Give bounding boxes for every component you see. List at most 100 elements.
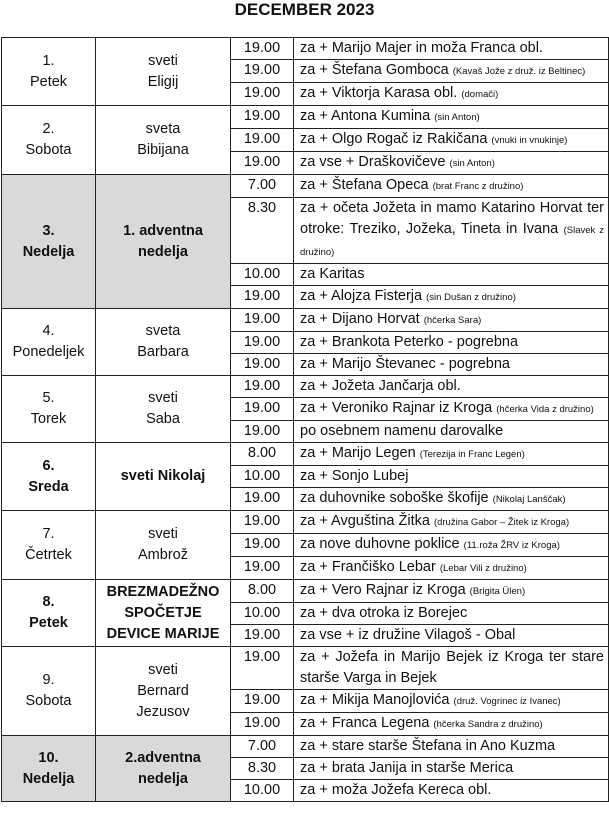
mass-time: 10.00 [230,779,294,802]
intention-text: za duhovnike soboške škofije [300,490,489,506]
saint-line: sveti Nikolaj [120,468,206,484]
saint-line: Bibijana [137,142,189,158]
intention-donor-note: (Nikolaj Lanščak) [492,494,566,505]
intention-text: za nove duhovne poklice [300,536,460,552]
intention-donor-note: (druž. Vogrinec iz Ivanec) [453,696,561,707]
intention-text: za + Štefana Opeca [300,177,429,193]
saint-cell: sveta Barbara [95,308,231,376]
intention-text: za + Olgo Rogač iz Rakičana [300,131,488,147]
table-row: 19.00 po osebnem namenu darovalke [2,420,609,443]
intention-donor-note: (Slavek z družino) [300,225,604,258]
intention-donor-note: (sin Dušan z družino) [426,292,516,303]
saint-cell: sveti Nikolaj [95,442,231,511]
intention-text: za Karitas [300,266,365,282]
mass-time: 19.00 [230,37,294,60]
table-row: 19.00 za + Marijo Števanec - pogrebna [2,353,609,376]
table-row: 8.30 za + očeta Jožeta in mamo Katarino H… [2,197,609,264]
mass-intention: za Karitas [293,263,609,286]
mass-intention: za vse + Draškovičeve (sin Anton) [293,151,609,175]
saint-line: DEVICE MARIJE [106,625,220,642]
table-row: 8.30 za + brata Janija in starše Merica [2,757,609,780]
mass-schedule-table: 1. Petek sveti Eligij 19.00 za + Marijo Majer… [1,37,609,802]
date: 1. [42,52,55,69]
mass-time: 10.00 [230,602,294,625]
table-row: 10.00 za Karitas [2,263,609,286]
day-cell: 5. Torek [1,375,96,443]
table-row: 7. Četrtek sveti Ambrož 19.00 za + Avguština … [1,510,609,580]
saint-line: BREZMADEŽNO [106,583,220,600]
table-row: 19.00 za + Štefana Gomboca (Kavaš Jože z … [2,59,609,83]
mass-intention: za + Frančiško Lebar (Lebar Vili z druži… [293,556,609,580]
mass-time: 19.00 [230,420,294,443]
day-cell: 7. Četrtek [1,510,96,580]
table-row: 19.00 za + Olgo Rogač iz Rakičana (vnuki … [2,128,609,152]
intention-donor-note: (sin Anton) [434,112,480,123]
mass-time: 19.00 [230,375,294,398]
mass-time: 19.00 [230,556,294,580]
intention-donor-note: (Brigita Ülen) [469,586,526,597]
weekday: Ponedeljek [12,344,85,360]
intention-donor-note: (hčerka Vida z družino) [496,404,594,415]
mass-intention: za + Štefana Opeca (brat Franc z družino… [293,174,609,198]
mass-time: 19.00 [230,151,294,175]
intention-donor-note: (Lebar Vili z družino) [439,563,527,574]
saint-line: sveta [145,121,181,137]
intention-text: za + Mikija Manojlovića [300,692,450,708]
mass-intention: za + Franca Legena (hčerka Sandra z druž… [293,712,609,736]
intention-donor-note: (družina Gabor – Žitek iz Kroga) [433,517,570,528]
mass-intention: za + Marijo Majer in moža Franca obl. [293,37,609,60]
intention-text: za + Sonjo Lubej [300,468,409,484]
mass-time: 19.00 [230,82,294,106]
mass-intention: za + moža Jožefa Kereca obl. [293,779,609,802]
saint-line: sveti [148,390,178,406]
saint-cell: BREZMADEŽNO SPOČETJE DEVICE MARIJE [95,579,231,647]
mass-time: 19.00 [230,105,294,129]
mass-intention: za + dva otroka iz Borejec [293,602,609,625]
day-cell: 6. Sreda [1,442,96,511]
saint-cell: sveta Bibijana [95,105,231,175]
intention-text: po osebnem namenu darovalke [300,423,504,439]
saint-line: Eligij [147,73,179,90]
table-row: 5. Torek sveti Saba 19.00 za + Jožeta Jančarj… [1,375,609,443]
mass-time: 10.00 [230,465,294,488]
intention-text: za + Dijano Horvat [300,311,420,327]
saint-line: sveti [148,526,178,542]
date: 2. [42,121,55,137]
intention-text: za + Marijo Števanec - pogrebna [300,356,510,372]
table-row: 19.00 za duhovnike soboške škofije (Nikol… [2,487,609,511]
saint-line: sveta [145,323,181,339]
mass-intention: po osebnem namenu darovalke [293,420,609,443]
mass-time: 19.00 [230,285,294,309]
intention-text: za + Vero Rajnar iz Kroga [300,582,466,598]
intention-text: za + stare starše Štefana in Ano Kuzma [300,738,556,754]
mass-time: 19.00 [230,353,294,376]
mass-time: 10.00 [230,263,294,286]
saint-line: 2.adventna [125,749,201,766]
intention-text: za + Marijo Majer in moža Franca obl. [300,40,543,56]
mass-intention: za + Mikija Manojlovića (druž. Vogrinec … [293,689,609,713]
date: 9. [42,672,55,688]
table-row: 6. Sreda sveti Nikolaj 8.00 za + Marijo Lege… [1,442,609,511]
mass-time: 8.00 [230,579,294,603]
mass-intention: za vse + iz družine Vilagoš - Obal [293,624,609,647]
saint-line: Barbara [137,344,189,360]
intention-donor-note: (Kavaš Jože z druž. iz Beltinec) [452,66,586,77]
date: 6. [42,457,55,474]
mass-intention: za + Brankota Peterko - pogrebna [293,331,609,354]
mass-time: 19.00 [230,624,294,647]
intention-text: za + Frančiško Lebar [300,559,436,575]
intention-donor-note: (sin Anton) [449,158,495,169]
intention-text: za vse + iz družine Vilagoš - Obal [300,627,516,643]
mass-time: 7.00 [230,735,294,758]
intention-text: za vse + Draškovičeve [300,154,446,170]
table-row: 8. Petek BREZMADEŽNO SPOČETJE DEVICE MARIJE 8… [1,579,609,647]
mass-intention: za + Marijo Legen (Terezija in Franc Leg… [293,442,609,466]
table-row: 19.00 za nove duhovne poklice (11.roža ŽR… [2,533,609,557]
intention-donor-note: (brat Franc z družino) [432,181,524,192]
mass-time: 19.00 [230,331,294,354]
date: 10. [38,749,59,766]
day-cell: 2. Sobota [1,105,96,175]
intention-text: za + Brankota Peterko - pogrebna [300,334,519,350]
table-row: 10. Nedelja 2.adventna nedelja 7.00 za + star… [1,735,609,802]
saint-line: SPOČETJE [124,604,202,621]
